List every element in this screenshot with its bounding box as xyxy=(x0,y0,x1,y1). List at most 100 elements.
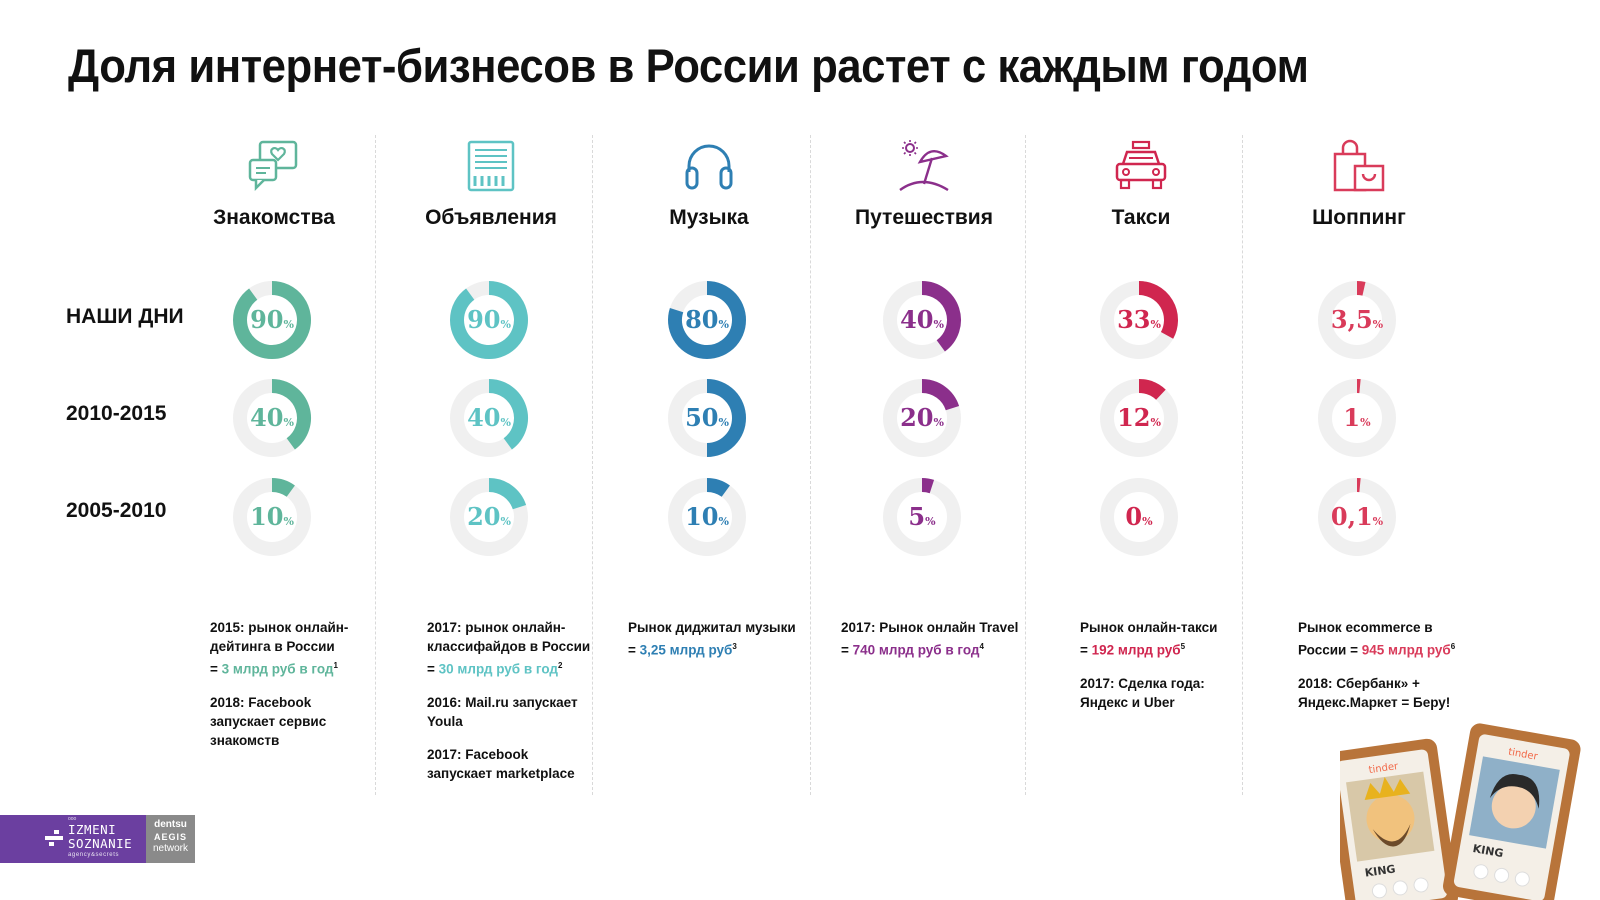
tinder-card-queen: tinder KING xyxy=(1443,723,1581,900)
donut-value-number: 1 xyxy=(1343,403,1360,432)
note-paragraph: 2017: Facebook запускает marketplace xyxy=(427,745,590,783)
note-line: запускает marketplace xyxy=(427,765,575,781)
logo-tagline: agency&secrets xyxy=(68,852,120,858)
donut-value-number: 80 xyxy=(685,305,718,334)
category-column-6: Шоппинг 3,5% 1% 0,1% Рынок ecommerce в России… xyxy=(1250,130,1468,802)
footnote-ref: 3 xyxy=(732,642,737,651)
market-size-value: 945 млрд руб xyxy=(1361,642,1451,658)
column-divider xyxy=(1242,135,1243,795)
donut-track xyxy=(1100,478,1178,556)
category-column-3: Музыка 80% 50% 10% Рынок диджитал музыки = 3,… xyxy=(600,130,818,802)
donut-3: 0% xyxy=(1100,478,1178,556)
category-column-4: Путешествия 40% 20% 5% 2017: Рынок онлайн Tr… xyxy=(815,130,1033,802)
note-line: 2017: Facebook xyxy=(427,746,529,762)
category-notes: 2015: рынок онлайн-дейтинга в России = 3 … xyxy=(210,618,348,764)
donut-value-label: 0,1% xyxy=(1331,502,1384,531)
column-divider xyxy=(810,135,811,795)
donut-value-number: 40 xyxy=(900,305,933,334)
donut-value-unit: % xyxy=(1360,416,1371,429)
donut-3: 0,1% xyxy=(1318,477,1396,556)
donut-value-arc xyxy=(1356,281,1366,296)
donut-value-arc xyxy=(921,478,935,494)
donut-value-arc xyxy=(1138,379,1166,401)
note-line: = xyxy=(1080,642,1092,658)
donut-3: 20% xyxy=(450,478,528,556)
note-paragraph: 2016: Mail.ru запускает Youla xyxy=(427,693,590,731)
note-paragraph: Рынок диджитал музыки = 3,25 млрд руб3 xyxy=(628,618,796,660)
taxi-icon xyxy=(1115,140,1167,190)
donut-value-arc xyxy=(1138,281,1178,339)
donut-value-number: 33 xyxy=(1117,305,1150,334)
donut-value-arc xyxy=(271,478,295,498)
headphones-icon xyxy=(685,144,733,190)
market-size-value: 3 млрд руб в год xyxy=(221,661,334,677)
category-notes: 2017: Рынок онлайн Travel = 740 млрд руб … xyxy=(841,618,1018,674)
note-paragraph: 2018: Сбербанк» + Яндекс.Маркет = Беру! xyxy=(1298,674,1455,712)
row-label-2010-2015: 2010-2015 xyxy=(66,402,167,425)
donut-1: 3,5% xyxy=(1318,281,1396,359)
column-divider xyxy=(592,135,593,795)
note-line: Рынок диджитал музыки xyxy=(628,620,796,635)
donut-value-unit: % xyxy=(283,515,294,528)
logo-word-1: IZMENI xyxy=(68,822,117,837)
donut-value-arc xyxy=(488,478,527,510)
category-name: Такси xyxy=(1111,206,1171,229)
card-2-name: KING xyxy=(1472,842,1505,860)
note-line: Рынок ecommerce в xyxy=(1298,620,1433,635)
note-line: 2015: рынок онлайн- xyxy=(210,620,349,635)
note-paragraph: 2015: рынок онлайн-дейтинга в России = 3 … xyxy=(210,618,348,679)
donut-value-unit: % xyxy=(500,318,511,331)
donut-value-label: 33% xyxy=(1117,305,1161,334)
donut-value-number: 20 xyxy=(900,403,933,432)
category-name: Шоппинг xyxy=(1312,206,1406,229)
note-paragraph: 2017: Сделка года: Яндекс и Uber xyxy=(1080,674,1217,712)
note-line: Youla xyxy=(427,713,463,729)
donut-2: 20% xyxy=(883,379,961,457)
donut-value-label: 40% xyxy=(467,403,511,432)
category-notes: Рынок онлайн-такси = 192 млрд руб5 2017: С… xyxy=(1080,618,1217,726)
donut-2: 40% xyxy=(233,379,311,457)
category-name: Знакомства xyxy=(213,206,335,229)
category-notes: 2017: рынок онлайн-классифайдов в России… xyxy=(427,618,590,797)
partner-line-1: dentsu xyxy=(154,819,187,830)
donut-value-arc xyxy=(668,281,746,359)
donut-value-unit: % xyxy=(933,416,944,429)
market-size-value: 30 млрд руб в год xyxy=(438,661,558,677)
donut-value-unit: % xyxy=(283,416,294,429)
donut-value-unit: % xyxy=(1142,515,1153,528)
donut-value-number: 3,5 xyxy=(1331,305,1373,334)
donut-value-label: 10% xyxy=(250,502,294,531)
donut-value-number: 12 xyxy=(1117,403,1150,432)
donut-value-number: 40 xyxy=(250,403,283,432)
donut-value-unit: % xyxy=(718,318,729,331)
logo-mark-icon xyxy=(45,830,63,846)
donut-2: 40% xyxy=(450,379,528,457)
card-1-app-name: tinder xyxy=(1368,761,1400,776)
donut-value-number: 10 xyxy=(250,502,283,531)
donut-value-arc xyxy=(921,379,960,411)
donut-value-number: 90 xyxy=(467,305,500,334)
category-name: Музыка xyxy=(669,206,749,229)
category-name: Объявления xyxy=(425,206,557,229)
note-line: = xyxy=(841,642,853,658)
donut-2: 1% xyxy=(1318,378,1396,457)
note-line: 2016: Mail.ru запускает xyxy=(427,694,578,710)
note-line: запускает сервис xyxy=(210,713,327,729)
donut-value-unit: % xyxy=(1373,318,1384,331)
donut-value-arc xyxy=(488,379,528,450)
row-label-today: НАШИ ДНИ xyxy=(66,305,184,328)
note-paragraph: 2018: Facebook запускает сервис знакомств xyxy=(210,693,348,750)
partner-line-3: network xyxy=(152,843,188,854)
note-line: 2018: Сбербанк» + xyxy=(1298,675,1420,691)
partner-line-2: AEGIS xyxy=(153,832,187,842)
column-divider xyxy=(1025,135,1026,795)
category-notes: Рынок ecommerce в России = 945 млрд руб6 2… xyxy=(1298,618,1455,726)
donut-value-unit: % xyxy=(283,318,294,331)
agency-logo: IZMENI SOZNANIE agency&secrets ооо dents… xyxy=(0,815,195,863)
donut-value-arc xyxy=(706,379,746,457)
donut-value-unit: % xyxy=(718,515,729,528)
donut-value-label: 90% xyxy=(467,305,511,334)
category-column-2: Объявления 90% 40% 20% 2017: рынок онлайн-кл… xyxy=(382,130,600,802)
category-notes: Рынок диджитал музыки = 3,25 млрд руб3 xyxy=(628,618,796,674)
market-size-value: 192 млрд руб xyxy=(1091,642,1181,658)
